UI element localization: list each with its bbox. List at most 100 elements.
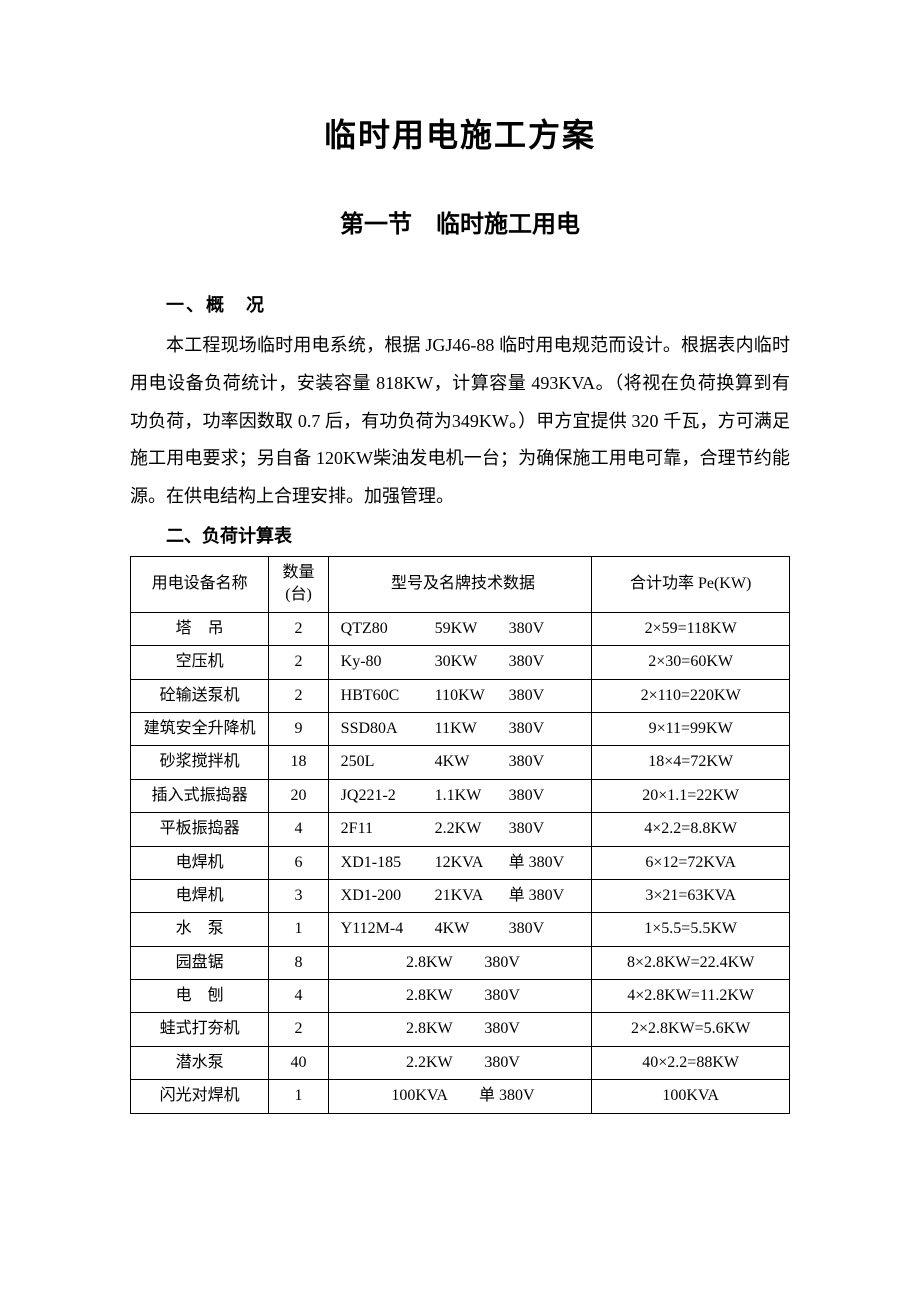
cell-qty: 9 <box>269 712 328 745</box>
cell-spec: XD1-200 21KVA 单 380V <box>328 879 592 912</box>
col-header-power: 合计功率 Pe(KW) <box>592 556 790 612</box>
col-header-spec: 型号及名牌技术数据 <box>328 556 592 612</box>
spec-voltage: 单 380V <box>509 885 569 907</box>
cell-spec: 2.8KW 380V <box>328 1013 592 1046</box>
table-row: 砼输送泵机2HBT60C 110KW 380V2×110=220KW <box>131 679 790 712</box>
cell-spec: 100KVA 单 380V <box>328 1080 592 1113</box>
cell-qty: 3 <box>269 879 328 912</box>
cell-spec: Y112M-4 4KW 380V <box>328 913 592 946</box>
spec-model: HBT60C <box>341 685 431 707</box>
spec-kw: 1.1KW <box>435 785 505 807</box>
cell-qty: 6 <box>269 846 328 879</box>
cell-qty: 18 <box>269 746 328 779</box>
cell-power: 2×30=60KW <box>592 646 790 679</box>
cell-name: 砂浆搅拌机 <box>131 746 269 779</box>
spec-kw: 110KW <box>435 685 505 707</box>
spec-voltage: 单 380V <box>509 852 569 874</box>
spec-voltage: 380V <box>509 918 569 940</box>
table-header-row: 用电设备名称 数量 (台) 型号及名牌技术数据 合计功率 Pe(KW) <box>131 556 790 612</box>
cell-power: 20×1.1=22KW <box>592 779 790 812</box>
cell-qty: 1 <box>269 1080 328 1113</box>
spec-kw: 2.2KW <box>435 818 505 840</box>
spec-voltage: 380V <box>509 651 569 673</box>
table-row: 空压机2Ky-80 30KW 380V2×30=60KW <box>131 646 790 679</box>
cell-qty: 2 <box>269 1013 328 1046</box>
spec-model: 2F11 <box>341 818 431 840</box>
cell-name: 空压机 <box>131 646 269 679</box>
cell-power: 6×12=72KVA <box>592 846 790 879</box>
cell-spec: SSD80A 11KW 380V <box>328 712 592 745</box>
overview-paragraph: 本工程现场临时用电系统，根据 JGJ46-88 临时用电规范而设计。根据表内临时… <box>130 327 790 516</box>
spec-voltage: 380V <box>509 718 569 740</box>
cell-qty: 40 <box>269 1046 328 1079</box>
document-title: 临时用电施工方案 <box>130 110 790 156</box>
spec-model: 250L <box>341 751 431 773</box>
cell-power: 9×11=99KW <box>592 712 790 745</box>
table-row: 平板振捣器42F11 2.2KW 380V4×2.2=8.8KW <box>131 813 790 846</box>
cell-name: 砼输送泵机 <box>131 679 269 712</box>
cell-spec: JQ221-2 1.1KW 380V <box>328 779 592 812</box>
cell-power: 2×59=118KW <box>592 612 790 645</box>
spec-kw: 11KW <box>435 718 505 740</box>
table-row: 园盘锯82.8KW 380V8×2.8KW=22.4KW <box>131 946 790 979</box>
cell-name: 潜水泵 <box>131 1046 269 1079</box>
cell-name: 电焊机 <box>131 879 269 912</box>
cell-name: 插入式振捣器 <box>131 779 269 812</box>
table-row: 插入式振捣器20JQ221-2 1.1KW 380V20×1.1=22KW <box>131 779 790 812</box>
col-header-name: 用电设备名称 <box>131 556 269 612</box>
cell-spec: QTZ80 59KW 380V <box>328 612 592 645</box>
cell-power: 4×2.2=8.8KW <box>592 813 790 846</box>
cell-qty: 20 <box>269 779 328 812</box>
spec-voltage: 380V <box>509 785 569 807</box>
cell-name: 闪光对焊机 <box>131 1080 269 1113</box>
table-row: 电焊机3XD1-200 21KVA 单 380V3×21=63KVA <box>131 879 790 912</box>
cell-name: 电 刨 <box>131 980 269 1013</box>
spec-kw: 59KW <box>435 618 505 640</box>
cell-power: 2×110=220KW <box>592 679 790 712</box>
cell-name: 塔 吊 <box>131 612 269 645</box>
load-table: 用电设备名称 数量 (台) 型号及名牌技术数据 合计功率 Pe(KW) 塔 吊2… <box>130 556 790 1114</box>
cell-name: 水 泵 <box>131 913 269 946</box>
cell-qty: 8 <box>269 946 328 979</box>
cell-spec: 250L 4KW 380V <box>328 746 592 779</box>
cell-qty: 1 <box>269 913 328 946</box>
cell-power: 8×2.8KW=22.4KW <box>592 946 790 979</box>
cell-power: 1×5.5=5.5KW <box>592 913 790 946</box>
table-row: 水 泵1Y112M-4 4KW 380V1×5.5=5.5KW <box>131 913 790 946</box>
table-row: 砂浆搅拌机18250L 4KW 380V18×4=72KW <box>131 746 790 779</box>
cell-qty: 4 <box>269 813 328 846</box>
page: 临时用电施工方案 第一节 临时施工用电 一、概 况 本工程现场临时用电系统，根据… <box>0 0 920 1302</box>
cell-spec: XD1-185 12KVA 单 380V <box>328 846 592 879</box>
spec-model: Y112M-4 <box>341 918 431 940</box>
table-row: 电 刨42.8KW 380V4×2.8KW=11.2KW <box>131 980 790 1013</box>
spec-kw: 4KW <box>435 751 505 773</box>
table-row: 塔 吊2QTZ80 59KW 380V2×59=118KW <box>131 612 790 645</box>
table-row: 蛙式打夯机22.8KW 380V2×2.8KW=5.6KW <box>131 1013 790 1046</box>
spec-model: QTZ80 <box>341 618 431 640</box>
spec-model: Ky-80 <box>341 651 431 673</box>
cell-qty: 4 <box>269 980 328 1013</box>
heading-overview: 一、概 况 <box>166 291 790 317</box>
cell-spec: 2F11 2.2KW 380V <box>328 813 592 846</box>
cell-spec: 2.8KW 380V <box>328 946 592 979</box>
cell-name: 建筑安全升降机 <box>131 712 269 745</box>
spec-kw: 4KW <box>435 918 505 940</box>
table-row: 电焊机6XD1-185 12KVA 单 380V6×12=72KVA <box>131 846 790 879</box>
cell-spec: Ky-80 30KW 380V <box>328 646 592 679</box>
spec-kw: 12KVA <box>435 852 505 874</box>
table-row: 潜水泵402.2KW 380V40×2.2=88KW <box>131 1046 790 1079</box>
cell-power: 3×21=63KVA <box>592 879 790 912</box>
table-body: 塔 吊2QTZ80 59KW 380V2×59=118KW空压机2Ky-80 3… <box>131 612 790 1113</box>
spec-voltage: 380V <box>509 618 569 640</box>
cell-name: 蛙式打夯机 <box>131 1013 269 1046</box>
spec-voltage: 380V <box>509 818 569 840</box>
cell-qty: 2 <box>269 646 328 679</box>
cell-name: 电焊机 <box>131 846 269 879</box>
spec-voltage: 380V <box>509 751 569 773</box>
spec-model: JQ221-2 <box>341 785 431 807</box>
spec-kw: 30KW <box>435 651 505 673</box>
cell-power: 2×2.8KW=5.6KW <box>592 1013 790 1046</box>
cell-qty: 2 <box>269 679 328 712</box>
spec-model: XD1-200 <box>341 885 431 907</box>
cell-power: 4×2.8KW=11.2KW <box>592 980 790 1013</box>
